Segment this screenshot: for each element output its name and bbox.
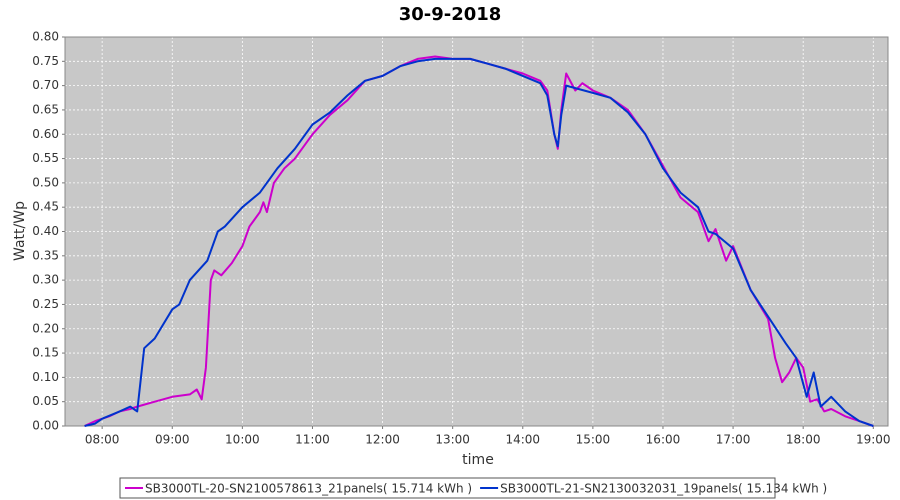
x-tick-label: 18:00 [786, 433, 821, 447]
x-tick-label: 17:00 [716, 433, 751, 447]
x-tick-label: 19:00 [856, 433, 891, 447]
x-tick-label: 16:00 [646, 433, 681, 447]
y-tick-label: 0.00 [32, 419, 59, 433]
y-tick-label: 0.15 [32, 346, 59, 360]
legend [119, 477, 776, 499]
y-tick-label: 0.10 [32, 370, 59, 384]
x-tick-label: 14:00 [505, 433, 540, 447]
x-tick-label: 13:00 [435, 433, 470, 447]
legend-label: SB3000TL-21-SN2130032031_19panels( 15.13… [500, 482, 827, 496]
x-tick-label: 08:00 [85, 433, 120, 447]
plot-border [64, 36, 889, 427]
y-tick-label: 0.55 [32, 151, 59, 165]
x-axis-label: time [462, 452, 494, 468]
y-tick-label: 0.65 [32, 102, 59, 116]
y-tick-label: 0.60 [32, 127, 59, 141]
x-tick-label: 15:00 [576, 433, 611, 447]
y-tick-label: 0.40 [32, 224, 59, 238]
series-line [84, 57, 874, 427]
x-tick-label: 10:00 [225, 433, 260, 447]
y-tick-label: 0.30 [32, 273, 59, 287]
y-tick-label: 0.50 [32, 175, 59, 189]
y-tick-label: 0.70 [32, 78, 59, 92]
plot-area [65, 37, 888, 426]
x-tick-label: 12:00 [365, 433, 400, 447]
y-tick-label: 0.20 [32, 321, 59, 335]
y-tick-label: 0.80 [32, 30, 59, 44]
y-tick-label: 0.45 [32, 200, 59, 214]
x-tick-label: 11:00 [295, 433, 330, 447]
x-tick-label: 09:00 [155, 433, 190, 447]
legend-label: SB3000TL-20-SN2100578613_21panels( 15.71… [145, 482, 472, 496]
y-axis-label: Watt/Wp [12, 201, 28, 261]
chart-title: 30-9-2018 [399, 4, 502, 25]
y-tick-label: 0.75 [32, 54, 59, 68]
y-tick-label: 0.05 [32, 394, 59, 408]
y-tick-label: 0.25 [32, 297, 59, 311]
y-tick-label: 0.35 [32, 248, 59, 262]
